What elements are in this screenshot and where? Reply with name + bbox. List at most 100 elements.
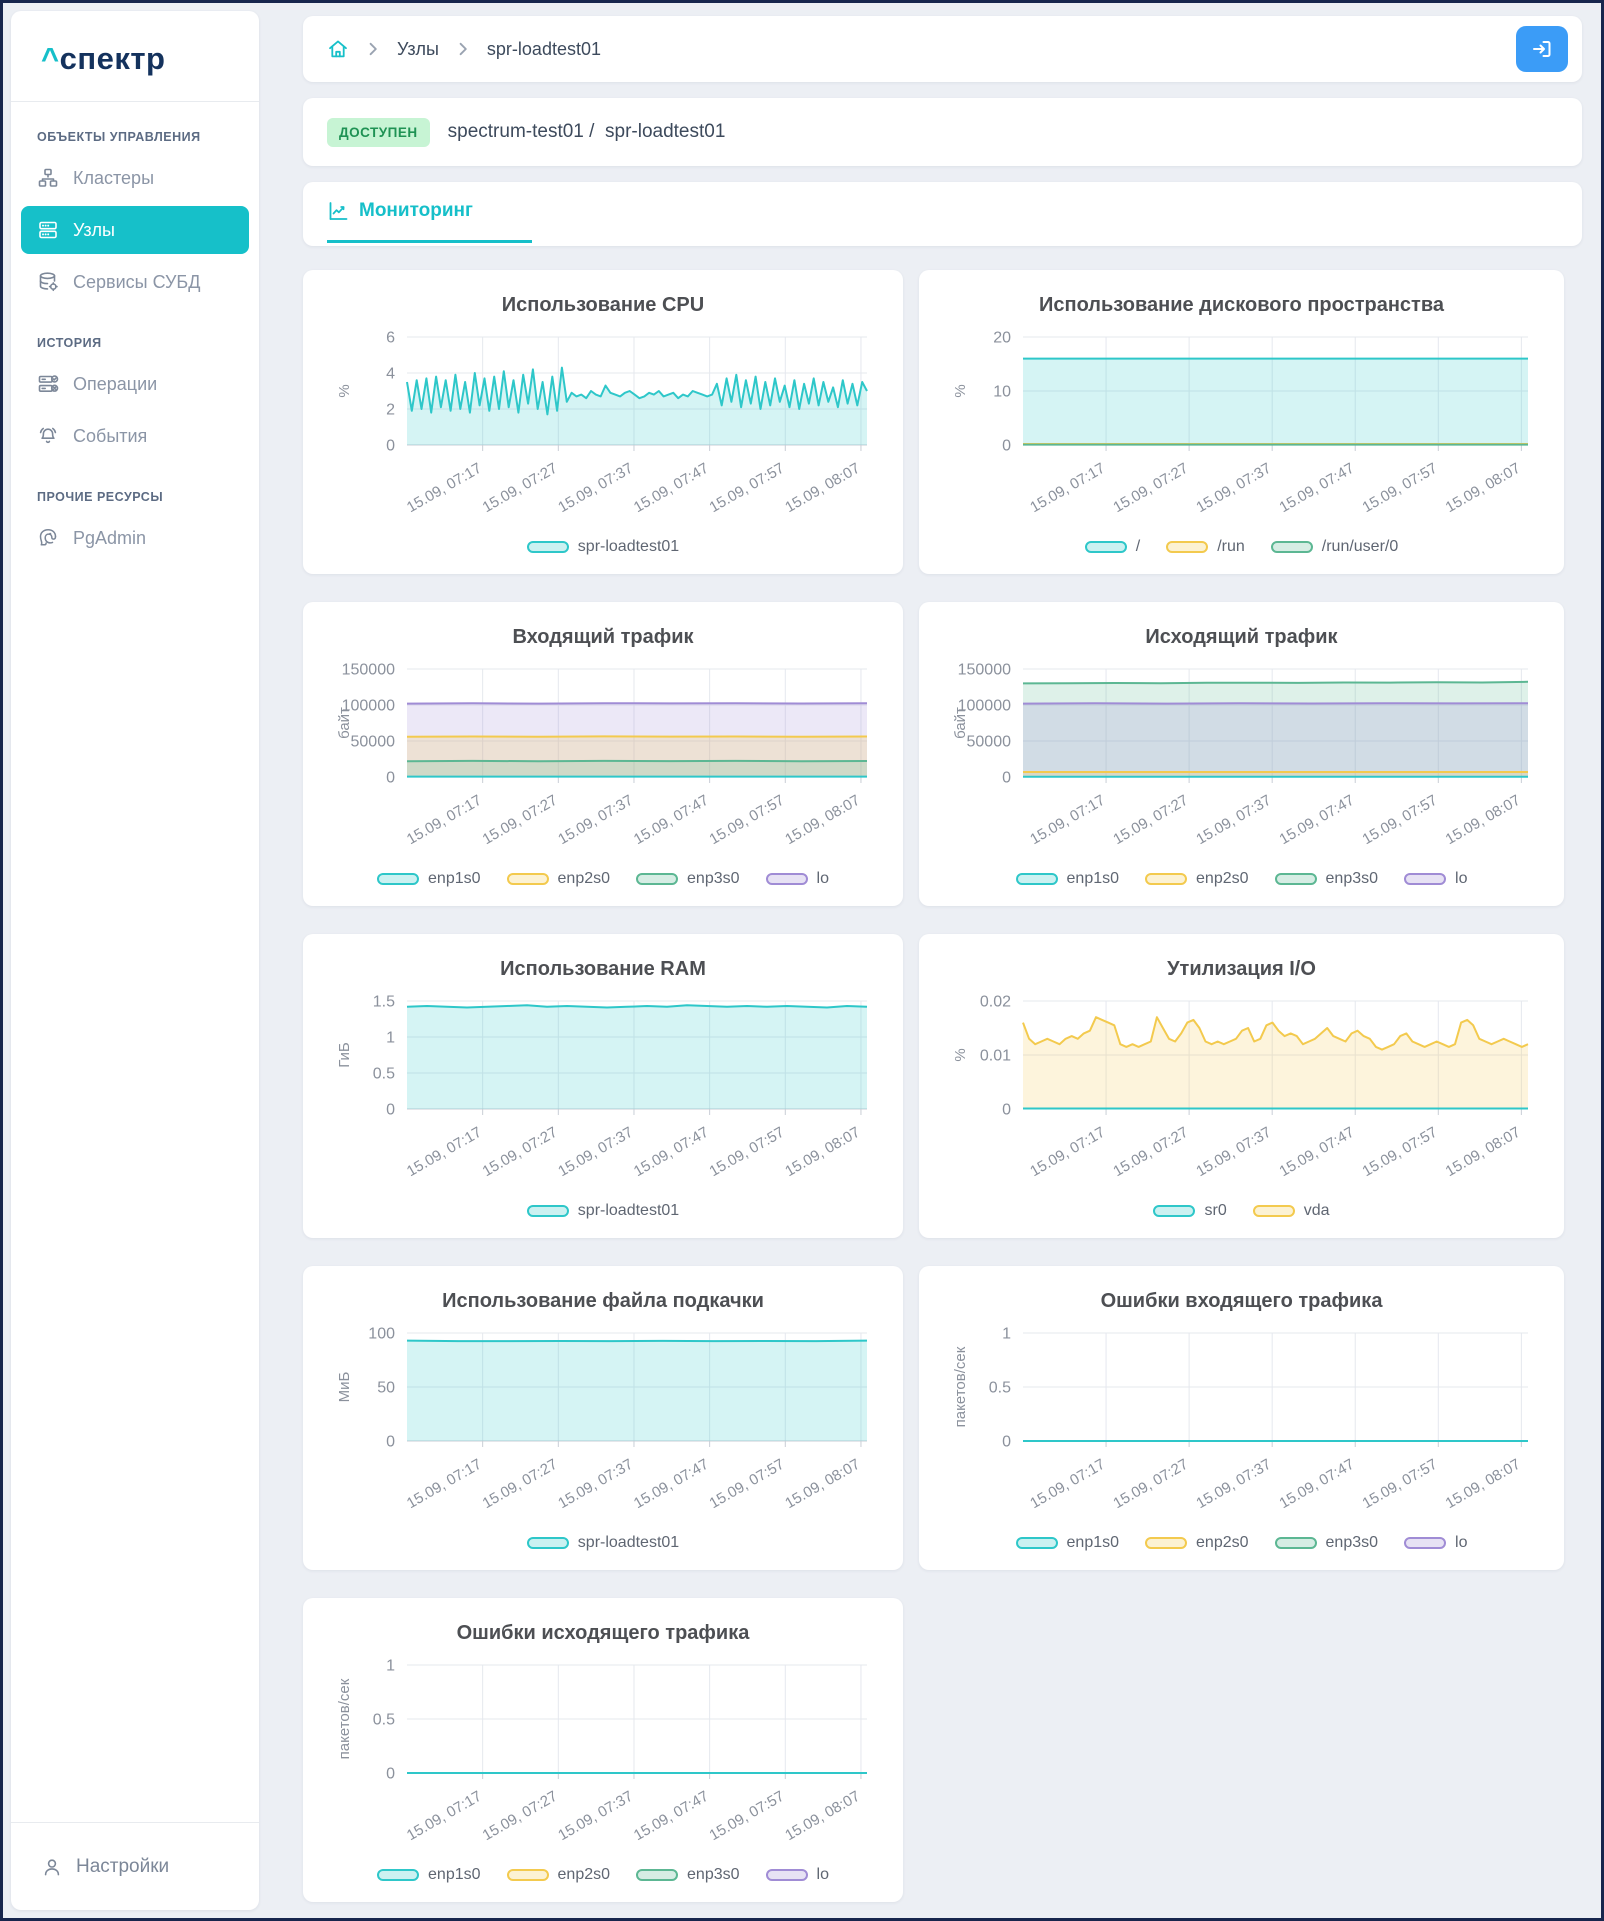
svg-text:0: 0 [1002, 770, 1011, 787]
svg-text:1.5: 1.5 [373, 994, 395, 1011]
chart-card-errors-in: Ошибки входящего трафика 0 0.5 1 15.09, 07:1… [919, 1266, 1564, 1570]
svg-text:0.5: 0.5 [989, 1380, 1011, 1397]
chart-card-traffic-in: Входящий трафик 0 50000 100000 150000 15.09, … [303, 602, 903, 906]
clusters-icon [38, 168, 58, 187]
sidebar-item-db-services[interactable]: Сервисы СУБД [21, 258, 249, 306]
legend-label: enp1s0 [1066, 870, 1120, 887]
home-icon[interactable] [327, 38, 349, 60]
breadcrumb-item-nodes[interactable]: Узлы [397, 38, 439, 59]
legend-item-lo[interactable]: lo [765, 1866, 829, 1884]
svg-text:2: 2 [386, 402, 395, 419]
sidebar-section-objects: ОБЪЕКТЫ УПРАВЛЕНИЯ [37, 130, 201, 144]
legend-swatch [765, 1869, 808, 1881]
legend-item-enp3s0[interactable]: enp3s0 [636, 1866, 740, 1884]
legend-item-enp2s0[interactable]: enp2s0 [506, 870, 610, 888]
chart-legend-errors-out: enp1s0 enp2s0 enp3s0 lo [325, 1866, 881, 1884]
svg-text:МиБ: МиБ [336, 1371, 353, 1402]
legend-item-lo[interactable]: lo [1404, 1534, 1467, 1552]
legend-item-sprloadtest01[interactable]: spr-loadtest01 [526, 1534, 679, 1552]
chart-plot-errors-in: 0 0.5 1 15.09, 07:17 15.09, 07:27 15.09, 07:3… [941, 1323, 1542, 1530]
svg-text:10: 10 [993, 384, 1011, 401]
legend-item-sprloadtest01[interactable]: spr-loadtest01 [526, 538, 679, 556]
chevron-right-icon [365, 41, 381, 57]
chart-legend-errors-in: enp1s0 enp2s0 enp3s0 lo [941, 1534, 1542, 1552]
legend-item-[interactable]: / [1084, 538, 1140, 556]
legend-label: enp1s0 [428, 870, 481, 887]
svg-text:ГиБ: ГиБ [336, 1042, 353, 1068]
legend-swatch [526, 1205, 569, 1217]
chart-grid: Использование CPU 0 2 4 6 15.09, 07:17 15.09, … [303, 270, 1582, 1902]
svg-text:20: 20 [993, 330, 1011, 347]
chart-card-disk: Использование дискового пространства 0 10 2… [919, 270, 1564, 574]
sidebar-item-label: Сервисы СУБД [73, 271, 201, 292]
chevron-right-icon [455, 41, 471, 57]
legend-item-enp3s0[interactable]: enp3s0 [1274, 1534, 1378, 1552]
svg-text:15.09, 07:17: 15.09, 07:17 [1027, 460, 1108, 516]
svg-text:15.09, 07:47: 15.09, 07:47 [1276, 792, 1357, 848]
monitoring-icon [329, 202, 348, 220]
svg-text:15.09, 07:17: 15.09, 07:17 [404, 1124, 485, 1180]
legend-swatch [765, 873, 808, 885]
sidebar-item-nodes[interactable]: Узлы [21, 206, 249, 254]
svg-text:15.09, 08:07: 15.09, 08:07 [1443, 460, 1524, 516]
svg-text:50000: 50000 [967, 734, 1012, 751]
legend-item-enp3s0[interactable]: enp3s0 [636, 870, 740, 888]
svg-text:0: 0 [386, 1102, 395, 1119]
logout-icon [1533, 41, 1551, 57]
svg-text:15.09, 07:37: 15.09, 07:37 [1193, 1124, 1274, 1180]
chart-title-errors-out: Ошибки исходящего трафика [456, 1622, 750, 1644]
svg-text:15.09, 07:17: 15.09, 07:17 [404, 792, 485, 848]
cluster-name: spectrum-test01 [447, 121, 584, 142]
legend-item-run[interactable]: /run [1166, 538, 1245, 556]
logo-caret-icon: ^ [41, 41, 60, 76]
legend-item-sprloadtest01[interactable]: spr-loadtest01 [526, 1202, 680, 1220]
svg-text:15.09, 07:27: 15.09, 07:27 [480, 1788, 561, 1844]
legend-item-lo[interactable]: lo [765, 870, 829, 888]
logout-button[interactable] [1516, 26, 1568, 72]
svg-text:0: 0 [386, 1434, 395, 1451]
legend-item-enp1s0[interactable]: enp1s0 [1015, 870, 1120, 888]
svg-text:15.09, 07:37: 15.09, 07:37 [1193, 460, 1274, 516]
chart-svg-disk: 0 10 20 15.09, 07:17 15.09, 07:27 15.09, 07:3… [952, 330, 1528, 516]
sidebar-item-pgadmin[interactable]: PgAdmin [21, 514, 249, 562]
sidebar-item-operations[interactable]: Операции [21, 360, 249, 408]
svg-text:0: 0 [1002, 1434, 1011, 1451]
legend-item-sr0[interactable]: sr0 [1153, 1202, 1227, 1220]
legend-item-lo[interactable]: lo [1404, 870, 1467, 888]
legend-item-enp2s0[interactable]: enp2s0 [1145, 870, 1249, 888]
svg-text:15.09, 07:57: 15.09, 07:57 [707, 1124, 788, 1180]
sidebar-section-history: ИСТОРИЯ [37, 336, 102, 350]
breadcrumb: Узлы spr-loadtest01 [327, 38, 1516, 60]
name-separator: / [589, 121, 595, 142]
chart-title-disk: Использование дискового пространства [1039, 294, 1444, 316]
legend-swatch [1015, 873, 1058, 885]
legend-item-enp1s0[interactable]: enp1s0 [1015, 1534, 1119, 1552]
svg-text:150000: 150000 [958, 662, 1011, 679]
legend-label: lo [816, 1866, 829, 1883]
svg-text:15.09, 07:17: 15.09, 07:17 [1027, 1124, 1108, 1180]
sidebar-item-events[interactable]: События [21, 412, 249, 460]
svg-text:1: 1 [386, 1030, 395, 1047]
legend-item-runuser0[interactable]: /run/user/0 [1270, 538, 1398, 556]
legend-item-enp3s0[interactable]: enp3s0 [1274, 870, 1378, 888]
svg-text:100000: 100000 [958, 698, 1011, 715]
legend-label: spr-loadtest01 [577, 1202, 680, 1219]
legend-item-enp2s0[interactable]: enp2s0 [1145, 1534, 1249, 1552]
breadcrumb-bar: Узлы spr-loadtest01 [303, 16, 1582, 82]
chart-legend-cpu: spr-loadtest01 [325, 538, 881, 556]
node-full-name: spectrum-test01 / spr-loadtest01 [448, 121, 726, 143]
svg-text:15.09, 08:07: 15.09, 08:07 [782, 1788, 863, 1844]
sidebar-item-label: PgAdmin [73, 527, 147, 548]
svg-text:15.09, 07:37: 15.09, 07:37 [555, 1788, 636, 1844]
chart-plot-errors-out: 0 0.5 1 15.09, 07:17 15.09, 07:27 15.09, 07:3… [325, 1655, 881, 1862]
legend-item-enp2s0[interactable]: enp2s0 [506, 1866, 610, 1884]
sidebar-item-clusters[interactable]: Кластеры [21, 154, 249, 202]
svg-text:15.09, 07:57: 15.09, 07:57 [1360, 460, 1441, 516]
legend-item-enp1s0[interactable]: enp1s0 [377, 1866, 481, 1884]
sidebar-item-settings[interactable]: Настройки [11, 1822, 259, 1910]
legend-item-vda[interactable]: vda [1252, 1202, 1330, 1220]
legend-item-enp1s0[interactable]: enp1s0 [377, 870, 481, 888]
tab-monitoring[interactable]: Мониторинг [327, 182, 532, 243]
